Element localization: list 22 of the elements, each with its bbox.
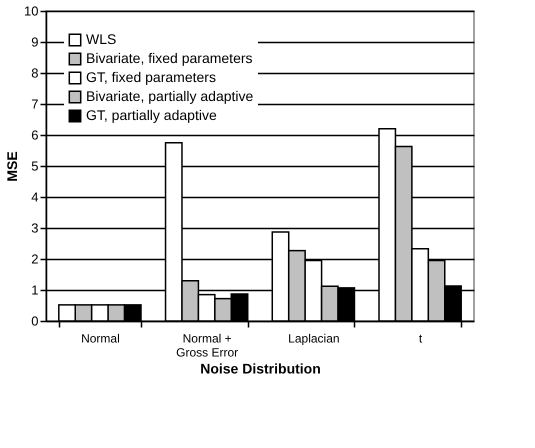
x-axis-title: Noise Distribution [200,360,321,376]
y-axis-title: MSE [4,151,20,182]
y-tick-label: 8 [31,66,38,80]
y-tick-label: 1 [31,282,38,298]
x-tick-label: t [418,332,423,346]
y-tick-label: 9 [31,34,38,50]
legend-label: WLS [86,31,116,47]
legend-label: Bivariate, fixed parameters [86,50,253,66]
legend-label: GT, fixed parameters [86,69,216,85]
y-tick-label: 2 [31,252,38,266]
y-tick-label: 0 [31,314,38,328]
y-tick-label: 10 [24,4,38,18]
legend-label: GT, partially adaptive [86,107,217,123]
y-tick-label: 5 [31,158,38,174]
x-tick-label: Normal [81,332,120,346]
y-tick-label: 6 [31,128,38,142]
y-tick-label: 3 [31,220,38,236]
x-tick-label: Normal + Gross Error [176,332,238,360]
x-tick-label: Laplacian [288,332,340,346]
y-tick-label: 7 [31,96,38,112]
legend-label: Bivariate, partially adaptive [86,88,254,104]
y-tick-label: 4 [31,190,38,204]
